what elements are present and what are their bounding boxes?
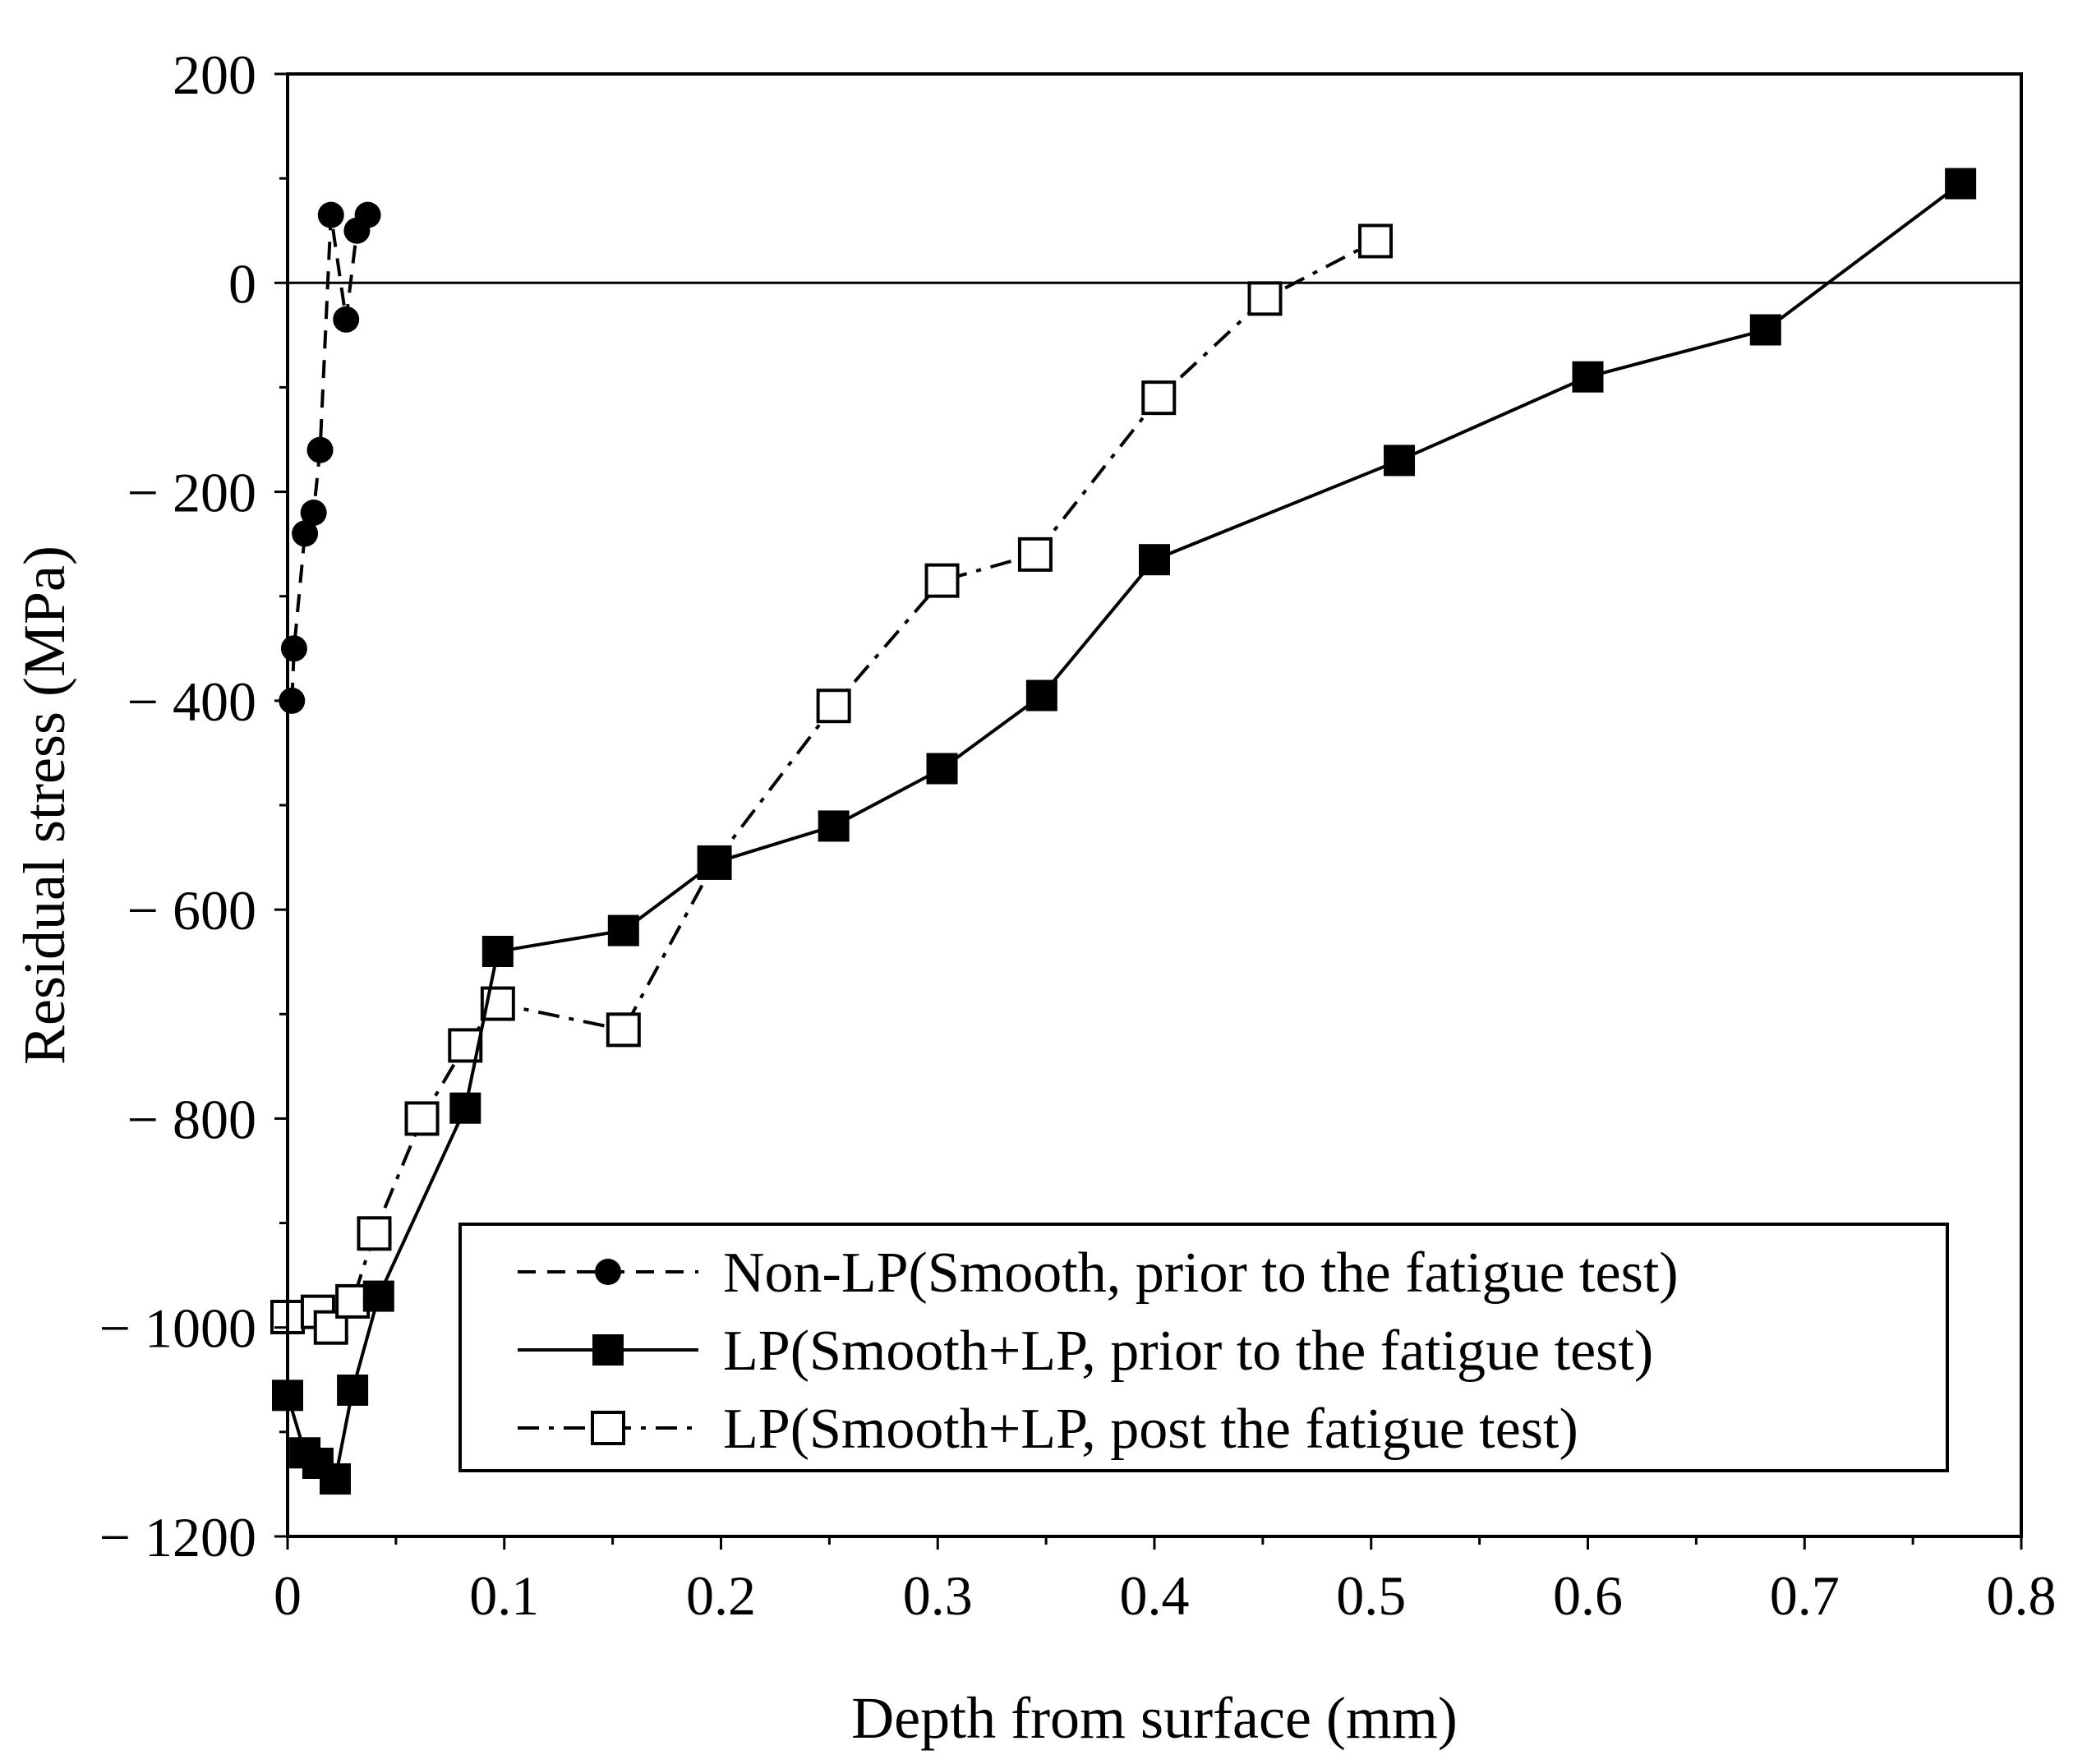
series-2-point [607,914,639,946]
x-tick-label: 0 [274,1564,302,1627]
series-2-point [1139,544,1170,576]
series-1-point [306,436,334,463]
series-1-point [354,201,381,228]
series-2-point [1749,314,1781,346]
series-2-point [362,1280,394,1312]
series-1-point [280,635,307,662]
legend-entry-1: Non-LP(Smooth, prior to the fatigue test… [518,1241,1679,1305]
series-2-point [926,753,958,785]
series-2-point [449,1092,481,1124]
legend-label: LP(Smooth+LP, post the fatigue test) [723,1398,1578,1461]
series-2-point [1384,444,1416,477]
legend-marker [591,1411,625,1445]
series-3-line [287,239,1376,1330]
series-3 [270,223,1394,1345]
series-1-point [317,201,344,228]
legend-label: LP(Smooth+LP, prior to the fatigue test) [723,1320,1653,1383]
x-tick-label: 0.8 [1987,1564,2057,1627]
y-tick-label: 0 [228,252,256,315]
series-1-point [292,520,319,547]
y-tick-label: − 1200 [99,1506,256,1568]
series-2-point [320,1463,352,1495]
legend-marker [595,1259,621,1285]
series-2-point [1945,168,1977,200]
y-tick-label: 200 [173,44,256,106]
series-2-point [818,810,850,842]
legend-entry-2: LP(Smooth+LP, prior to the fatigue test) [518,1320,1653,1383]
series-3-point [1358,223,1394,259]
series-3-point [1247,281,1283,316]
series-3-point [357,1216,392,1251]
series-layer [270,168,1977,1495]
x-tick-label: 0.1 [469,1564,539,1627]
legend-box [458,1223,1949,1472]
x-tick-label: 0.7 [1770,1564,1840,1627]
legend-label: Non-LP(Smooth, prior to the fatigue test… [723,1241,1679,1305]
x-tick-label: 0.3 [903,1564,973,1627]
axis-ticks: 0 0.1 0.2 0.3 0.4 0.5 0.6 0.7 0.8 200 0 − 200 − 400 −… [99,44,2057,1627]
x-tick-label: 0.4 [1120,1564,1190,1627]
series-3-point [1017,537,1053,572]
series-3-point [606,1012,641,1048]
x-tick-label: 0.2 [686,1564,756,1627]
y-axis-title: Residual stress (MPa) [12,546,77,1065]
x-axis-title: Depth from surface (mm) [851,1685,1458,1751]
legend: Non-LP(Smooth, prior to the fatigue test… [458,1223,1949,1472]
y-tick-label: − 400 [127,670,256,733]
series-2-point [337,1375,369,1406]
series-2-point [698,846,730,878]
y-tick-label: − 200 [127,462,256,524]
series-2-point [1025,679,1057,712]
series-1-point [333,306,360,333]
y-tick-label: − 600 [127,879,256,942]
series-3-point [404,1101,440,1136]
x-tick-label: 0.5 [1336,1564,1406,1627]
series-3-point [1141,380,1177,416]
series-2 [272,168,1977,1495]
series-3-point [924,563,960,598]
legend-entry-3: LP(Smooth+LP, post the fatigue test) [518,1398,1578,1461]
legend-marker [592,1334,624,1366]
series-1-point [300,500,327,526]
y-tick-label: − 800 [127,1088,256,1150]
series-2-point [481,936,514,967]
series-1 [279,201,381,714]
legend-entries: Non-LP(Smooth, prior to the fatigue test… [518,1241,1679,1461]
series-2-point [1572,361,1604,393]
series-3-point [816,689,851,724]
y-tick-label: − 1000 [99,1297,256,1360]
x-tick-label: 0.6 [1553,1564,1623,1627]
series-1-point [279,687,306,714]
